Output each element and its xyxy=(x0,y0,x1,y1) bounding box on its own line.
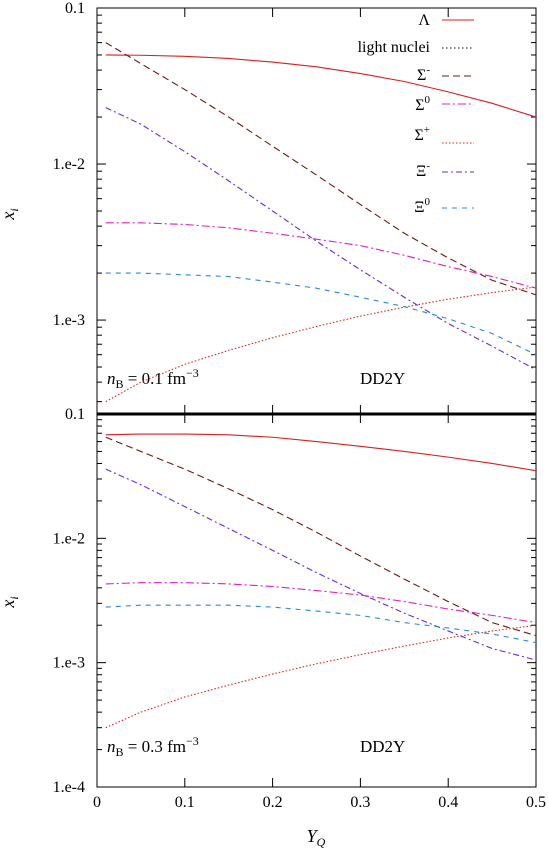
series-line-Σ0 xyxy=(105,582,537,624)
legend: Λ light nuclei Σ- Σ0 Σ+ Ξ- Ξ0 xyxy=(358,12,474,216)
x-tick-label: 0 xyxy=(93,794,101,811)
x-tick-label: 0.5 xyxy=(526,794,546,811)
series-line-Σ- xyxy=(105,42,537,296)
y-tick-label: 1.e-3 xyxy=(53,312,85,329)
bottom-annotation-model: DD2Y xyxy=(360,737,405,756)
bottom-xlabel: YQ xyxy=(307,826,326,849)
series-line-Σ+ xyxy=(105,286,537,403)
top-annotation-model: DD2Y xyxy=(360,369,405,388)
y-tick-label: 0.1 xyxy=(65,0,85,17)
top-ylabel: xi xyxy=(0,208,21,220)
series-line-Σ0 xyxy=(105,222,537,289)
x-tick-label: 0.2 xyxy=(263,794,283,811)
series-line-Σ+ xyxy=(105,624,537,729)
x-tick-label: 0.1 xyxy=(175,794,195,811)
y-tick-label: 1.e-2 xyxy=(53,156,85,173)
series-line-Ξ0 xyxy=(105,604,537,644)
series-line-Ξ- xyxy=(105,468,537,661)
bottom-panel-frame xyxy=(96,413,537,788)
series-line-Ξ0 xyxy=(105,272,537,356)
top-panel-frame xyxy=(96,7,537,415)
legend-label-xi-zero: Ξ0 xyxy=(414,196,430,216)
bottom-ylabel: xi xyxy=(0,596,21,608)
y-tick-label: 1.e-2 xyxy=(53,530,85,547)
axis-ticks: 0.1 1.e-2 1.e-3 0.1 1.e-2 1.e-3 1.e-4 0 0.1 0.2 0.… xyxy=(53,0,546,811)
bottom-annotation-nb: nB = 0.3 fm−3 xyxy=(107,734,199,759)
legend-label-sigma-minus: Σ- xyxy=(417,64,430,84)
series-layer xyxy=(105,42,537,729)
series-line-Λ xyxy=(105,433,537,472)
legend-label-xi-minus: Ξ- xyxy=(416,160,430,180)
top-annotation-nb: nB = 0.1 fm−3 xyxy=(107,366,199,391)
x-tick-label: 0.4 xyxy=(438,794,458,811)
legend-label-light-nuclei: light nuclei xyxy=(358,39,431,56)
legend-label-sigma-plus: Σ+ xyxy=(414,124,430,144)
y-tick-label: 1.e-4 xyxy=(53,779,85,796)
y-tick-label: 1.e-3 xyxy=(53,655,85,672)
legend-label-sigma-zero: Σ0 xyxy=(415,94,430,114)
legend-label-lambda: Λ xyxy=(418,12,430,29)
x-tick-label: 0.3 xyxy=(350,794,370,811)
y-tick-label: 0.1 xyxy=(65,406,85,423)
series-line-Λ xyxy=(105,54,537,118)
series-line-Σ- xyxy=(105,436,537,637)
series-line-Ξ- xyxy=(105,107,537,371)
